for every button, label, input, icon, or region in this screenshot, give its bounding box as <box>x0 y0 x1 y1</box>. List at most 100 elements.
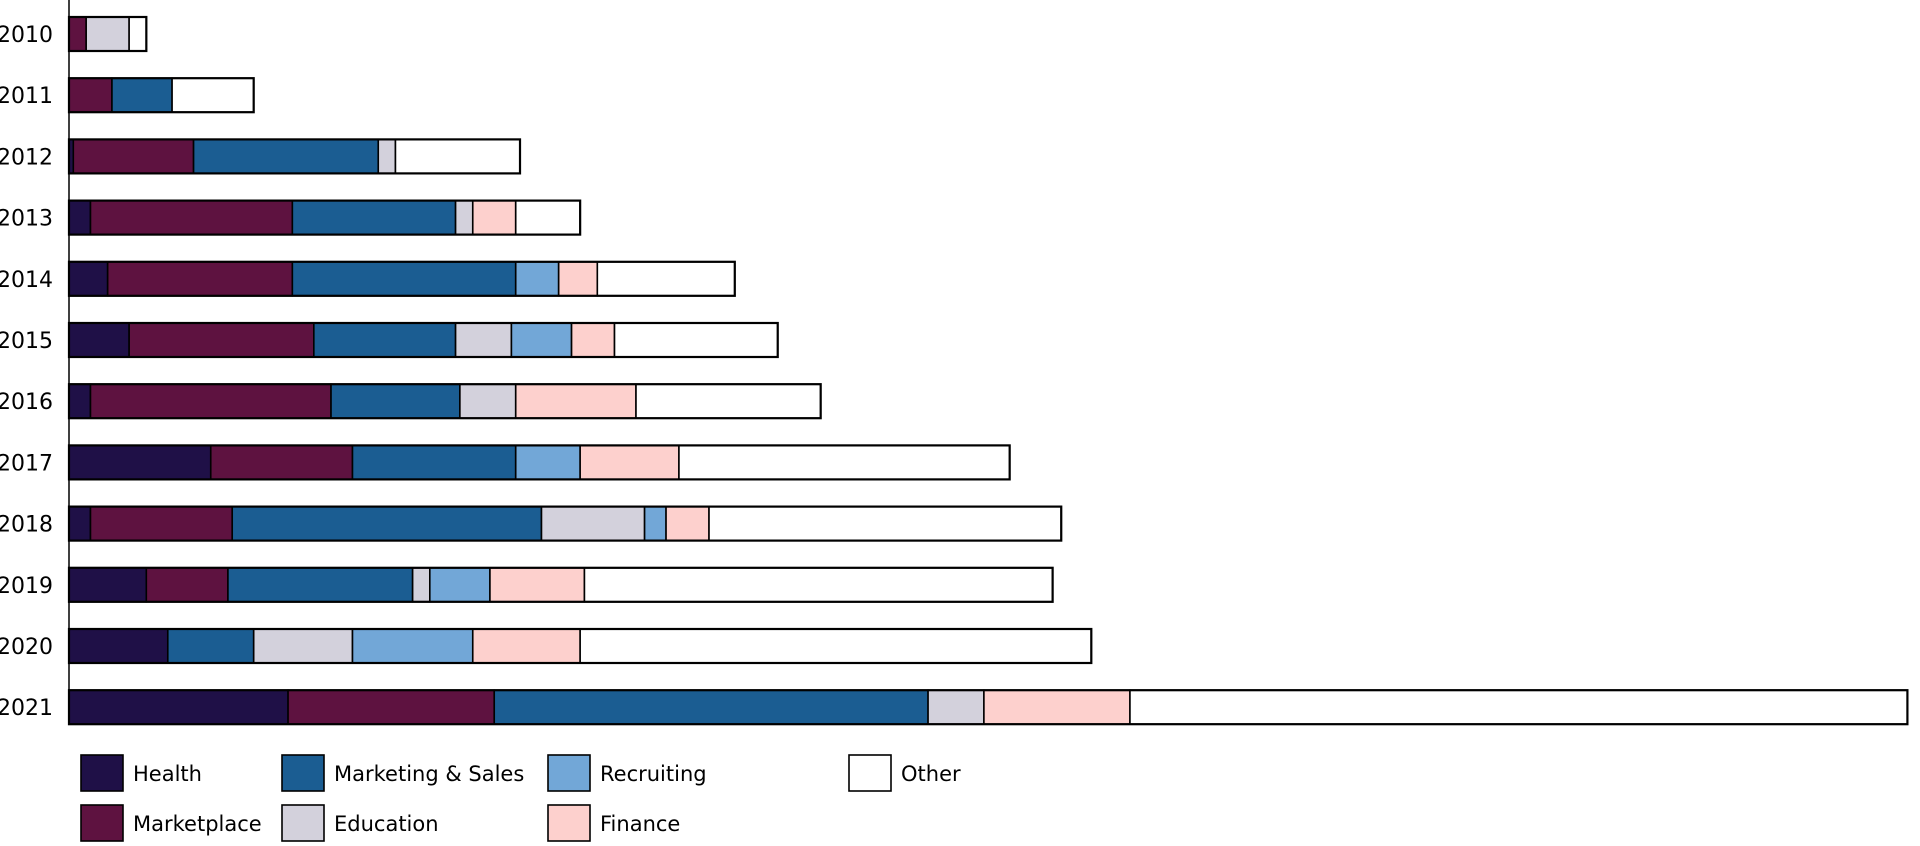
bar-segment-health <box>68 260 109 297</box>
bar-outline <box>67 77 255 114</box>
legend-item-education: Education <box>281 804 439 842</box>
legend-swatch-finance <box>547 804 591 842</box>
bar-segment-marketing-and-sales <box>227 566 414 603</box>
bar-segment-marketplace <box>106 260 294 297</box>
bar-segment-marketing-and-sales <box>351 444 517 481</box>
bar-segment-health <box>68 628 169 664</box>
bar-segment-marketing-and-sales <box>166 628 255 664</box>
bar-segment-other <box>128 16 148 52</box>
legend-item-recruiting: Recruiting <box>547 754 707 792</box>
bar-outline <box>67 321 779 359</box>
legend-item-finance: Finance <box>547 804 680 842</box>
bar-segment-marketplace <box>72 138 195 175</box>
bar-segment-other <box>394 138 521 175</box>
legend-label-marketplace: Marketplace <box>133 812 262 836</box>
bar-row-2014 <box>67 260 736 297</box>
bar-segment-education <box>540 505 646 542</box>
bar-segment-other <box>579 628 1093 664</box>
bar-segment-finance <box>665 505 710 542</box>
bar-segment-education <box>927 689 985 726</box>
bar-segment-education <box>377 138 397 175</box>
bar-segment-marketplace <box>68 77 113 113</box>
bar-segment-finance <box>579 444 680 481</box>
legend-item-health: Health <box>80 754 202 792</box>
bar-segment-education <box>411 566 431 603</box>
legend-item-other: Other <box>848 754 961 792</box>
legend-swatch-marketing-and-sales <box>281 754 325 792</box>
bar-segment-health <box>68 383 92 420</box>
bar-segment-marketplace <box>89 505 234 542</box>
bar-segment-health <box>68 444 212 481</box>
bar-segment-finance <box>570 322 616 358</box>
y-tick-label: 2011 <box>0 84 53 109</box>
bar-row-2019 <box>67 566 1054 603</box>
bar-segment-other <box>1129 689 1909 726</box>
bar-segment-marketplace <box>89 383 332 420</box>
bar-segment-marketplace <box>128 322 315 358</box>
bar-outline <box>67 627 1093 665</box>
legend-swatch-marketplace <box>80 804 124 842</box>
bar-segment-recruiting <box>514 260 560 297</box>
y-tick-label: 2015 <box>0 329 53 354</box>
bar-row-2017 <box>67 444 1011 481</box>
y-tick-label: 2016 <box>0 390 53 415</box>
bar-segment-finance <box>471 199 517 236</box>
bar-row-2020 <box>67 627 1093 665</box>
bar-segment-recruiting <box>643 505 667 542</box>
bar-segment-finance <box>514 383 637 420</box>
bar-segment-marketing-and-sales <box>291 260 517 297</box>
bar-segment-finance <box>983 689 1131 726</box>
legend-item-marketing-and-sales: Marketing & Sales <box>281 754 524 792</box>
bar-segment-recruiting <box>351 628 474 664</box>
legend-swatch-recruiting <box>547 754 591 792</box>
bar-row-2016 <box>67 383 822 420</box>
bar-segment-recruiting <box>514 444 581 481</box>
bar-segment-other <box>708 505 1063 542</box>
bar-segment-marketing-and-sales <box>313 322 457 358</box>
legend-item-marketplace: Marketplace <box>80 804 262 842</box>
bar-segment-education <box>454 199 474 236</box>
bar-outline <box>67 689 1909 726</box>
bar-segment-finance <box>471 628 581 664</box>
legend-label-education: Education <box>334 812 439 836</box>
y-tick-label: 2020 <box>0 635 53 660</box>
bar-segment-finance <box>489 566 586 603</box>
y-tick-label: 2012 <box>0 145 53 170</box>
bar-segment-finance <box>557 260 599 297</box>
bar-segment-health <box>68 566 148 603</box>
bar-outline <box>67 138 522 175</box>
y-tick-label: 2019 <box>0 574 53 599</box>
bar-row-2011 <box>67 77 255 114</box>
legend-label-other: Other <box>901 762 961 786</box>
bar-segment-marketing-and-sales <box>493 689 929 726</box>
bar-row-2012 <box>67 138 522 175</box>
bar-segment-other <box>678 444 1011 481</box>
y-tick-label: 2013 <box>0 207 53 232</box>
y-tick-label: 2018 <box>0 513 53 538</box>
bar-outline <box>67 505 1063 542</box>
bar-segment-other <box>583 566 1054 603</box>
bar-segment-health <box>68 689 289 726</box>
bar-segment-marketing-and-sales <box>231 505 543 542</box>
bar-outline <box>67 260 736 297</box>
bar-row-2021 <box>67 689 1909 726</box>
legend-label-marketing-and-sales: Marketing & Sales <box>334 762 524 786</box>
legend-label-health: Health <box>133 762 202 786</box>
bar-segment-marketplace <box>145 566 229 603</box>
legend-label-finance: Finance <box>600 812 680 836</box>
bar-segment-education <box>252 628 354 664</box>
bar-segment-other <box>596 260 736 297</box>
bar-segment-marketplace <box>68 16 87 52</box>
legend-swatch-health <box>80 754 124 792</box>
legend-label-recruiting: Recruiting <box>600 762 707 786</box>
bar-segment-marketing-and-sales <box>330 383 461 420</box>
bar-segment-marketplace <box>89 199 294 236</box>
y-tick-label: 2010 <box>0 23 53 48</box>
bar-row-2010 <box>67 15 148 53</box>
y-tick-label: 2021 <box>0 696 53 721</box>
bar-outline <box>67 199 582 236</box>
bar-segment-marketing-and-sales <box>192 138 380 175</box>
bar-outline <box>67 383 822 420</box>
